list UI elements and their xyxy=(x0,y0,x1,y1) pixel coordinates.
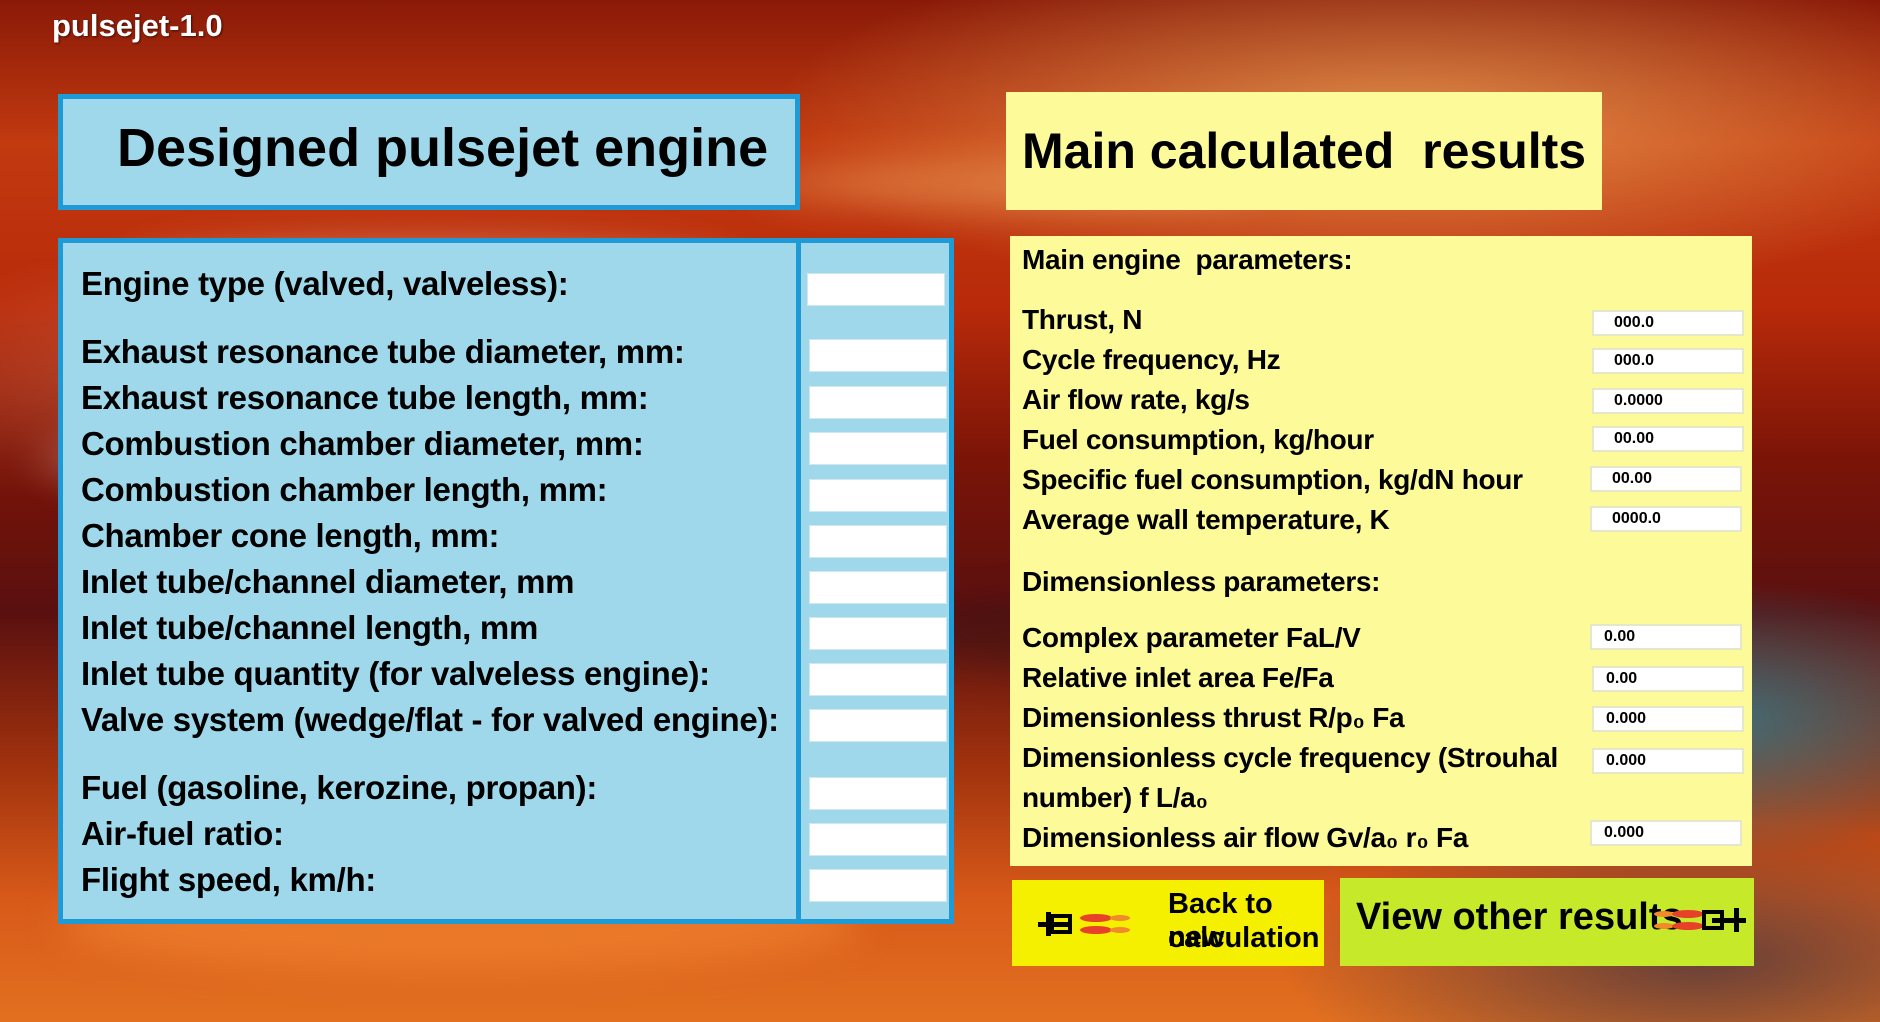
wall-temperature-value: 0000.0 xyxy=(1590,506,1742,532)
inlet-length-input[interactable] xyxy=(809,617,947,650)
fuel-consumption-label: Fuel consumption, kg/hour xyxy=(1022,424,1374,455)
flight-speed-input[interactable] xyxy=(809,869,947,902)
field-label-inlet-diameter: Inlet tube/channel diameter, mm xyxy=(81,563,575,600)
field-label-inlet-quantity: Inlet tube quantity (for valveless engin… xyxy=(81,655,710,692)
field-label-air-fuel-ratio: Air-fuel ratio: xyxy=(81,815,284,852)
thrust-label: Thrust, N xyxy=(1022,304,1143,335)
valve-system-input[interactable] xyxy=(809,709,947,742)
app-title: pulsejet-1.0 xyxy=(52,8,223,43)
field-label-valve-system: Valve system (wedge/flat - for valved en… xyxy=(81,701,779,738)
engine-type-input[interactable] xyxy=(807,273,945,306)
dimensionless-air-flow-value: 0.000 xyxy=(1590,820,1742,846)
dimensionless-thrust-label: Dimensionless thrust R/p₀ Fa xyxy=(1022,702,1405,733)
fuel-consumption-value: 00.00 xyxy=(1592,426,1744,452)
design-inputs-panel: Engine type (valved, valveless): Exhaust… xyxy=(58,238,954,924)
view-other-results-button[interactable]: View other results xyxy=(1340,878,1754,966)
cycle-frequency-label: Cycle frequency, Hz xyxy=(1022,344,1281,375)
field-label-chamber-length: Combustion chamber length, mm: xyxy=(81,471,608,508)
chamber-length-input[interactable] xyxy=(809,479,947,512)
strouhal-value: 0.000 xyxy=(1592,748,1744,774)
complex-parameter-label: Complex parameter FaL/V xyxy=(1022,622,1361,653)
field-label-inlet-length: Inlet tube/channel length, mm xyxy=(81,609,539,646)
wall-temperature-label: Average wall temperature, K xyxy=(1022,504,1390,535)
results-panel-title: Main calculated results xyxy=(1022,123,1587,179)
inlet-diameter-input[interactable] xyxy=(809,571,947,604)
air-flow-rate-label: Air flow rate, kg/s xyxy=(1022,384,1250,415)
dimensionless-air-flow-label: Dimensionless air flow Gv/a₀ r₀ Fa xyxy=(1022,822,1469,853)
inlet-quantity-input[interactable] xyxy=(809,663,947,696)
thrust-value: 000.0 xyxy=(1592,310,1744,336)
specific-fuel-consumption-value: 00.00 xyxy=(1590,466,1742,492)
field-label-cone-length: Chamber cone length, mm: xyxy=(81,517,500,554)
back-button-label-line1: Back to new xyxy=(1168,888,1273,953)
exhaust-length-input[interactable] xyxy=(809,386,947,419)
strouhal-label: Dimensionless cycle frequency (Strouhal xyxy=(1022,742,1559,773)
pulsejet-right-icon xyxy=(1654,908,1746,932)
back-button-label-line2: calculation xyxy=(1168,922,1320,954)
back-to-new-calculation-button[interactable]: Back to new calculation xyxy=(1012,880,1324,966)
main-section-heading: Main engine parameters: xyxy=(1022,244,1353,275)
field-label-exhaust-diameter: Exhaust resonance tube diameter, mm: xyxy=(81,333,685,370)
field-label-fuel: Fuel (gasoline, kerozine, propan): xyxy=(81,769,598,806)
dimensionless-thrust-value: 0.000 xyxy=(1592,706,1744,732)
cycle-frequency-value: 000.0 xyxy=(1592,348,1744,374)
field-label-engine-type: Engine type (valved, valveless): xyxy=(81,265,569,302)
fuel-input[interactable] xyxy=(809,777,947,810)
cone-length-input[interactable] xyxy=(809,525,947,558)
air-fuel-ratio-input[interactable] xyxy=(809,823,947,856)
results-title-box: Main calculated results xyxy=(1006,92,1602,210)
design-title-box: Designed pulsejet engine xyxy=(58,94,800,210)
air-flow-rate-value: 0.0000 xyxy=(1592,388,1744,414)
panel-divider xyxy=(796,243,801,919)
results-panel: Main engine parameters: Thrust, N 000.0 … xyxy=(1010,236,1752,866)
complex-parameter-value: 0.00 xyxy=(1590,624,1742,650)
relative-inlet-area-label: Relative inlet area Fe/Fa xyxy=(1022,662,1334,693)
exhaust-diameter-input[interactable] xyxy=(809,339,947,372)
relative-inlet-area-value: 0.00 xyxy=(1592,666,1744,692)
design-panel-title: Designed pulsejet engine xyxy=(117,118,769,178)
chamber-diameter-input[interactable] xyxy=(809,432,947,465)
field-label-flight-speed: Flight speed, km/h: xyxy=(81,861,376,898)
view-button-label: View other results xyxy=(1356,896,1683,938)
specific-fuel-consumption-label: Specific fuel consumption, kg/dN hour xyxy=(1022,464,1523,495)
field-label-chamber-diameter: Combustion chamber diameter, mm: xyxy=(81,425,644,462)
dim-section-heading: Dimensionless parameters: xyxy=(1022,566,1381,597)
strouhal-label-line2: number) f L/a₀ xyxy=(1022,782,1208,813)
pulsejet-left-icon xyxy=(1038,912,1130,936)
field-label-exhaust-length: Exhaust resonance tube length, mm: xyxy=(81,379,649,416)
